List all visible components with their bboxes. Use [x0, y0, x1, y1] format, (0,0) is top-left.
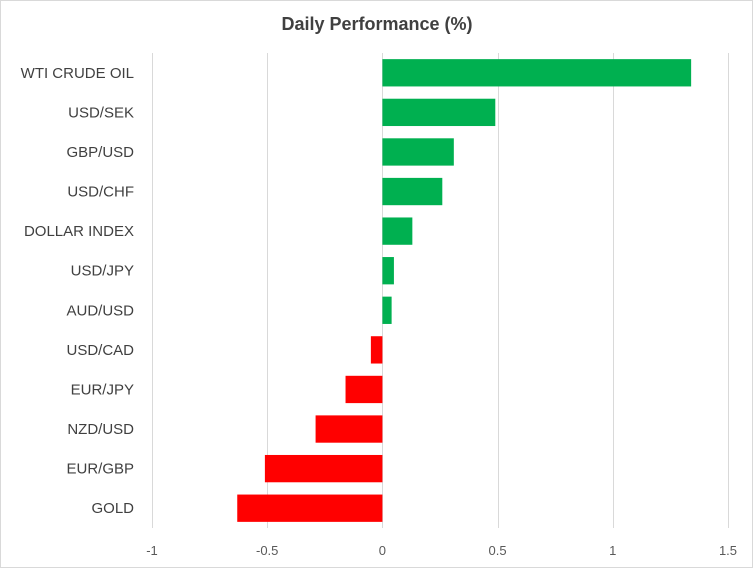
bar-gold: [237, 494, 383, 522]
bar-usd-chf: [382, 177, 443, 206]
chart-title: Daily Performance (%): [281, 14, 472, 34]
category-label-eur-gbp: EUR/GBP: [66, 461, 134, 478]
category-label-usd-jpy: USD/JPY: [71, 263, 134, 280]
bar-usd-cad: [370, 336, 383, 364]
bar-nzd-usd: [315, 415, 383, 443]
category-label-usd-chf: USD/CHF: [67, 184, 134, 201]
bar-eur-gbp: [264, 454, 383, 483]
category-label-wti-crude-oil: WTI CRUDE OIL: [21, 65, 134, 82]
category-label-eur-jpy: EUR/JPY: [71, 381, 134, 398]
category-label-aud-usd: AUD/USD: [66, 302, 134, 319]
bar-eur-jpy: [345, 375, 383, 404]
gridlines: [152, 53, 729, 528]
bar-usd-sek: [382, 98, 496, 127]
bar-usd-jpy: [382, 257, 394, 285]
category-label-dollar-index: DOLLAR INDEX: [24, 223, 134, 240]
category-label-gbp-usd: GBP/USD: [66, 144, 134, 161]
x-axis-tick-labels: -1 -0.5 0 0.5 1 1.5: [146, 543, 737, 558]
bar-aud-usd: [382, 296, 392, 324]
category-labels: WTI CRUDE OIL USD/SEK GBP/USD USD/CHF DOLLAR…: [21, 65, 135, 517]
x-tick-label-1: -1: [146, 543, 158, 558]
x-tick-label-0-5: 0.5: [489, 543, 507, 558]
bar-gbp-usd: [382, 138, 454, 166]
category-label-usd-cad: USD/CAD: [66, 342, 134, 359]
x-tick-label-1-5: 1.5: [719, 543, 737, 558]
x-tick-label-0: 0: [379, 543, 386, 558]
category-label-nzd-usd: NZD/USD: [67, 421, 134, 438]
bar-dollar-index: [382, 217, 413, 245]
bar-wti-crude-oil: [382, 59, 692, 87]
category-label-usd-sek: USD/SEK: [68, 104, 134, 121]
x-tick-label-1: 1: [609, 543, 616, 558]
category-label-gold: GOLD: [91, 500, 134, 517]
bars: [237, 59, 692, 522]
x-tick-label-0-5: -0.5: [256, 543, 278, 558]
